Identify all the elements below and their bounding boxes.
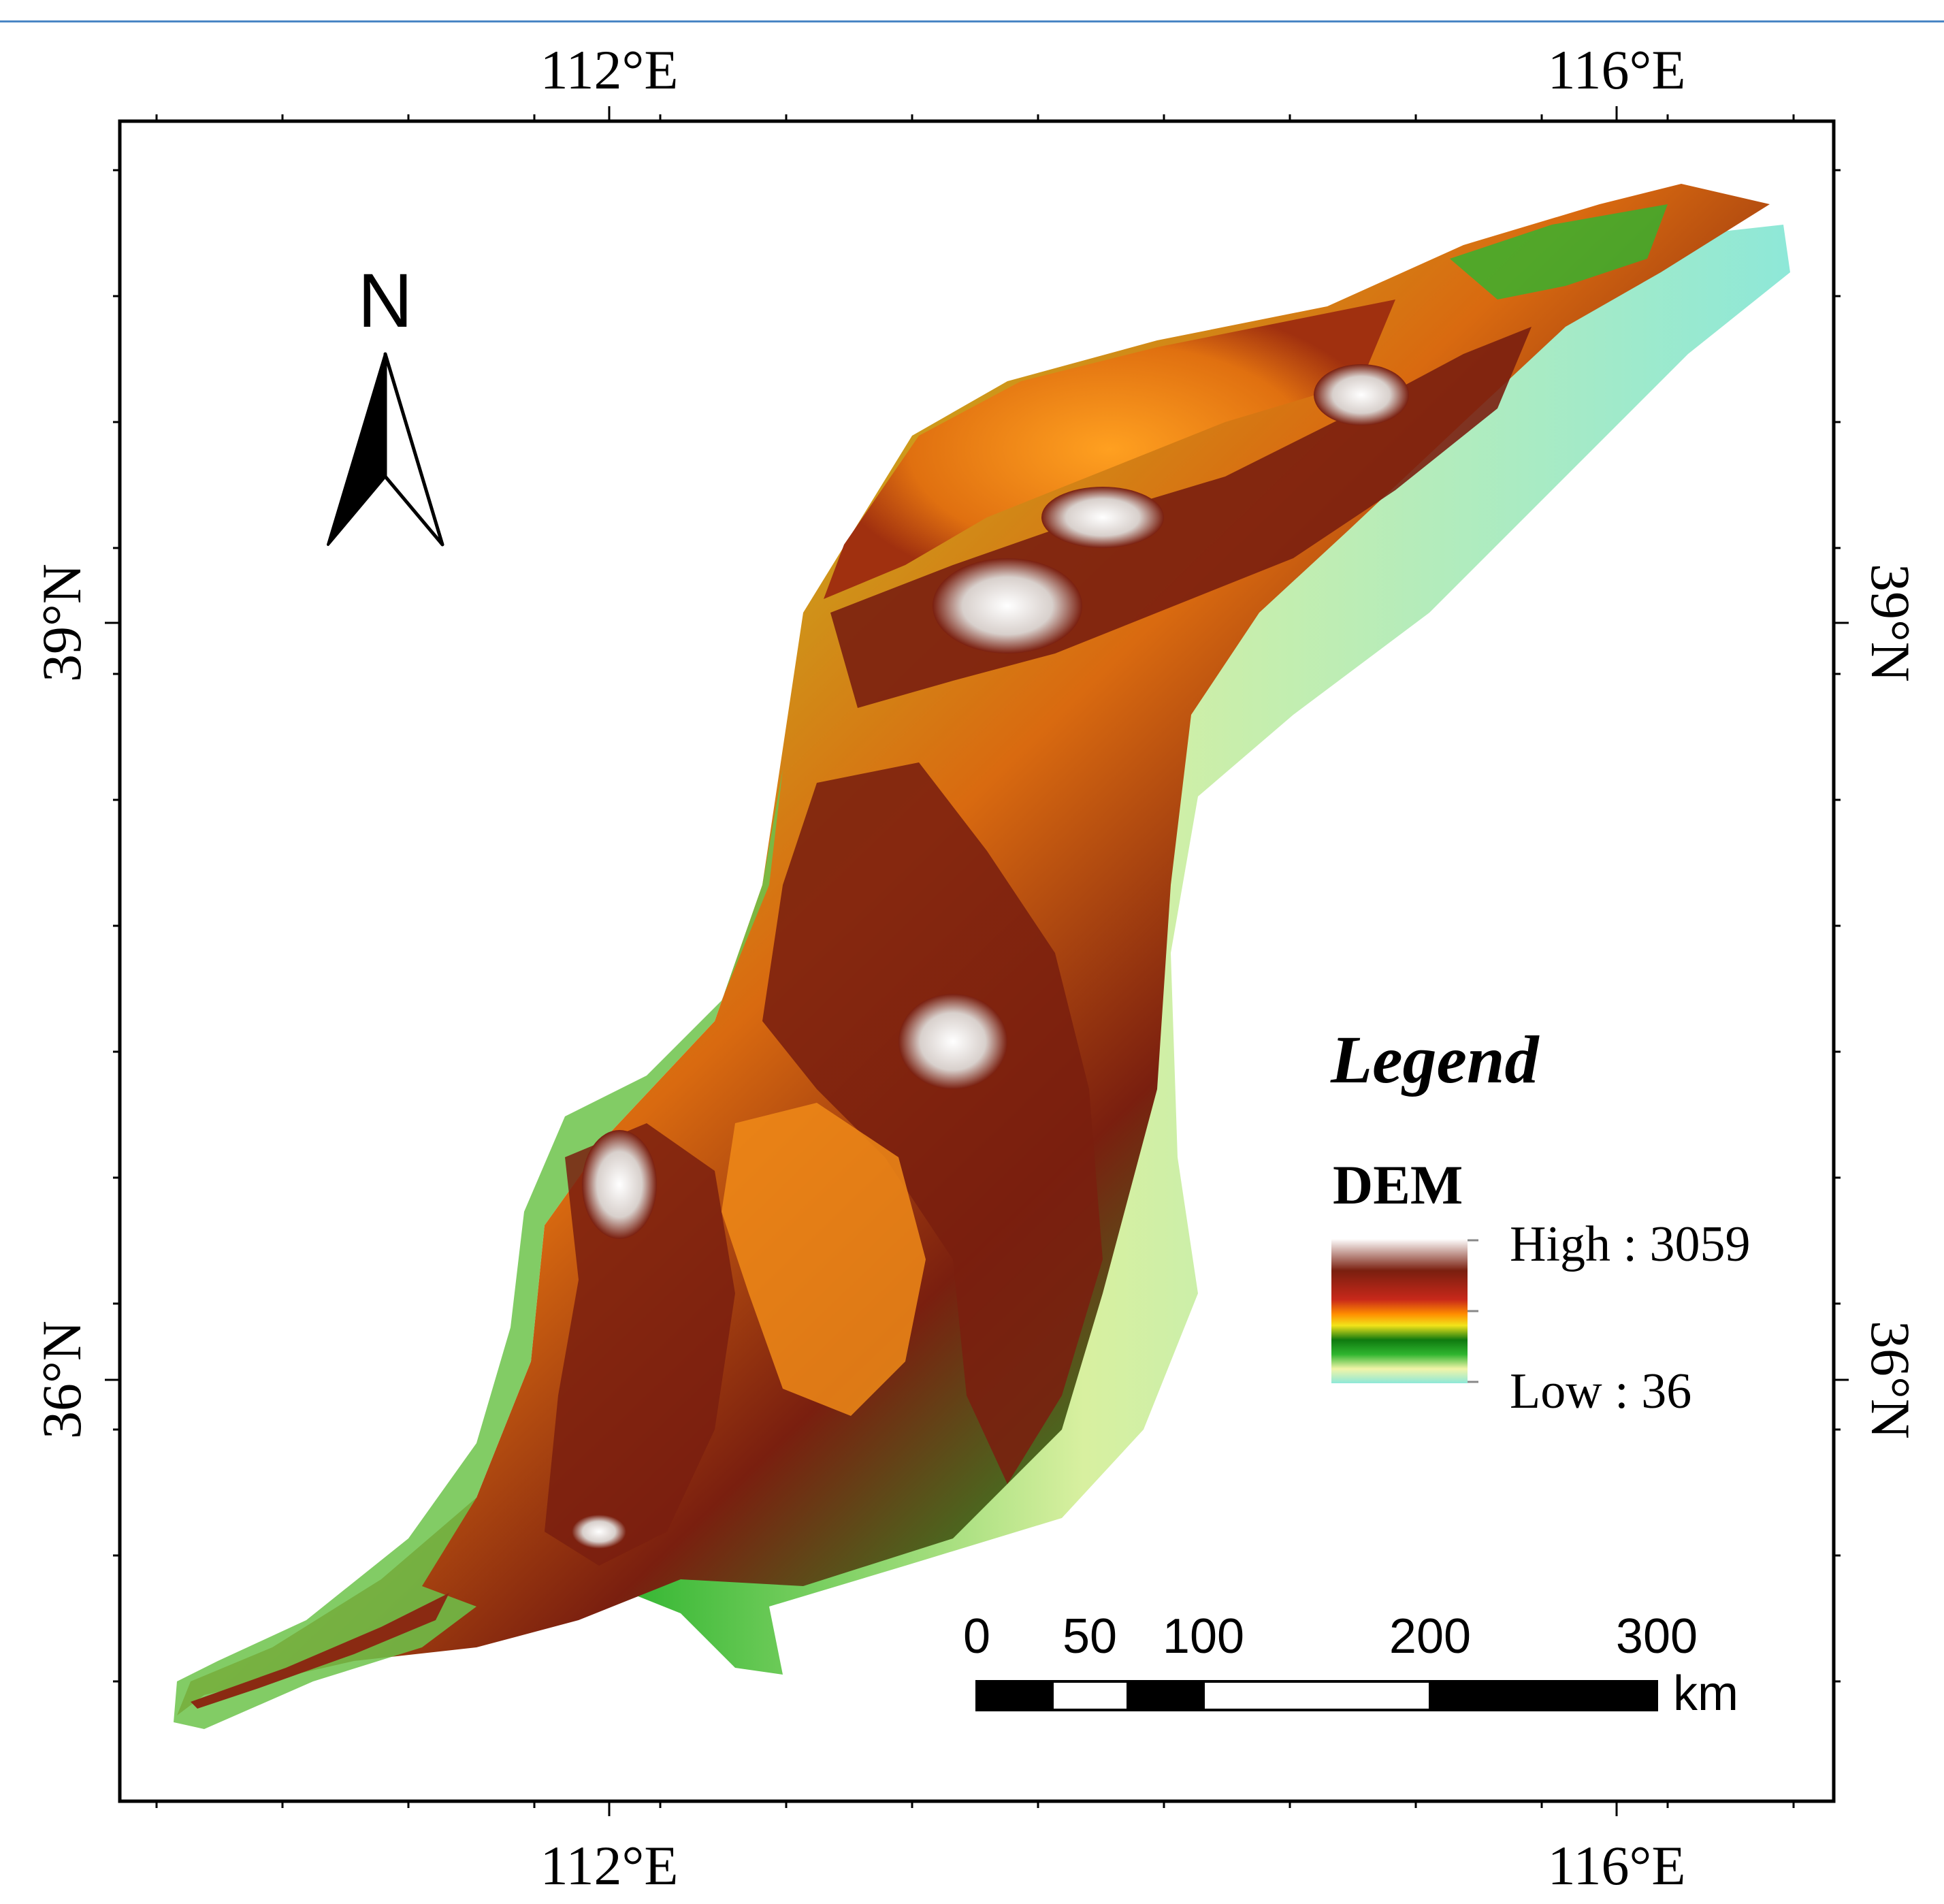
north-arrow-right-half bbox=[383, 352, 444, 547]
scale-seg-5 bbox=[1429, 1680, 1658, 1711]
north-arrow-label: N bbox=[358, 258, 413, 343]
legend-title: Legend bbox=[1330, 1022, 1540, 1097]
dem-central-basin bbox=[722, 1103, 926, 1416]
dem-peak-north-2 bbox=[1314, 364, 1409, 425]
lon-label-top-112: 112°E bbox=[540, 39, 679, 101]
lon-label-top-116: 116°E bbox=[1548, 39, 1686, 101]
dem-raster bbox=[174, 184, 1790, 1729]
legend-high-label: High : 3059 bbox=[1510, 1216, 1751, 1272]
graticule-ticks bbox=[105, 106, 1849, 1816]
dem-ne-lowland bbox=[1450, 204, 1668, 300]
scale-tick-300: 300 bbox=[1616, 1609, 1698, 1664]
lat-label-right-39: 39°N bbox=[1860, 564, 1922, 682]
legend-color-ramp bbox=[1331, 1239, 1468, 1383]
graticule-labels: 112°E 116°E 112°E 116°E 39°N 36°N 39°N 3… bbox=[31, 39, 1922, 1897]
lon-label-bottom-116: 116°E bbox=[1548, 1835, 1686, 1897]
lon-label-bottom-112: 112°E bbox=[540, 1835, 679, 1897]
scale-seg-4 bbox=[1202, 1680, 1431, 1711]
scale-bar: 0 50 100 200 300 km bbox=[963, 1609, 1738, 1721]
scale-unit: km bbox=[1673, 1666, 1738, 1721]
lat-label-left-39: 39°N bbox=[31, 564, 93, 682]
scale-tick-50: 50 bbox=[1063, 1609, 1117, 1664]
scale-seg-1 bbox=[975, 1680, 1054, 1711]
scale-seg-2 bbox=[1051, 1680, 1129, 1711]
scale-tick-200: 200 bbox=[1389, 1609, 1471, 1664]
lat-label-right-36: 36°N bbox=[1860, 1321, 1922, 1439]
dem-peak-north-1 bbox=[1041, 487, 1164, 548]
scale-seg-3 bbox=[1127, 1680, 1205, 1711]
dem-ridge-west bbox=[545, 1123, 735, 1566]
dem-peak-central bbox=[898, 994, 1007, 1089]
dem-ridge-south-tail bbox=[191, 1593, 449, 1709]
dem-north-plateau bbox=[824, 300, 1395, 599]
scale-tick-100: 100 bbox=[1163, 1609, 1244, 1664]
dem-peak-wutai bbox=[933, 558, 1082, 654]
dem-ridge-central bbox=[762, 762, 1103, 1484]
legend: Legend DEM High : 3059 Low : 36 bbox=[1330, 1022, 1751, 1419]
dem-peak-south bbox=[572, 1515, 626, 1549]
scale-bar-ticks: 0 50 100 200 300 bbox=[963, 1609, 1698, 1664]
lat-label-left-36: 36°N bbox=[31, 1321, 93, 1439]
legend-low-label: Low : 36 bbox=[1510, 1364, 1691, 1419]
north-arrow: N bbox=[327, 258, 444, 547]
legend-layer-name: DEM bbox=[1333, 1154, 1463, 1216]
top-rule bbox=[0, 20, 1944, 22]
scale-tick-0: 0 bbox=[963, 1609, 990, 1664]
dem-peak-west bbox=[582, 1130, 657, 1239]
